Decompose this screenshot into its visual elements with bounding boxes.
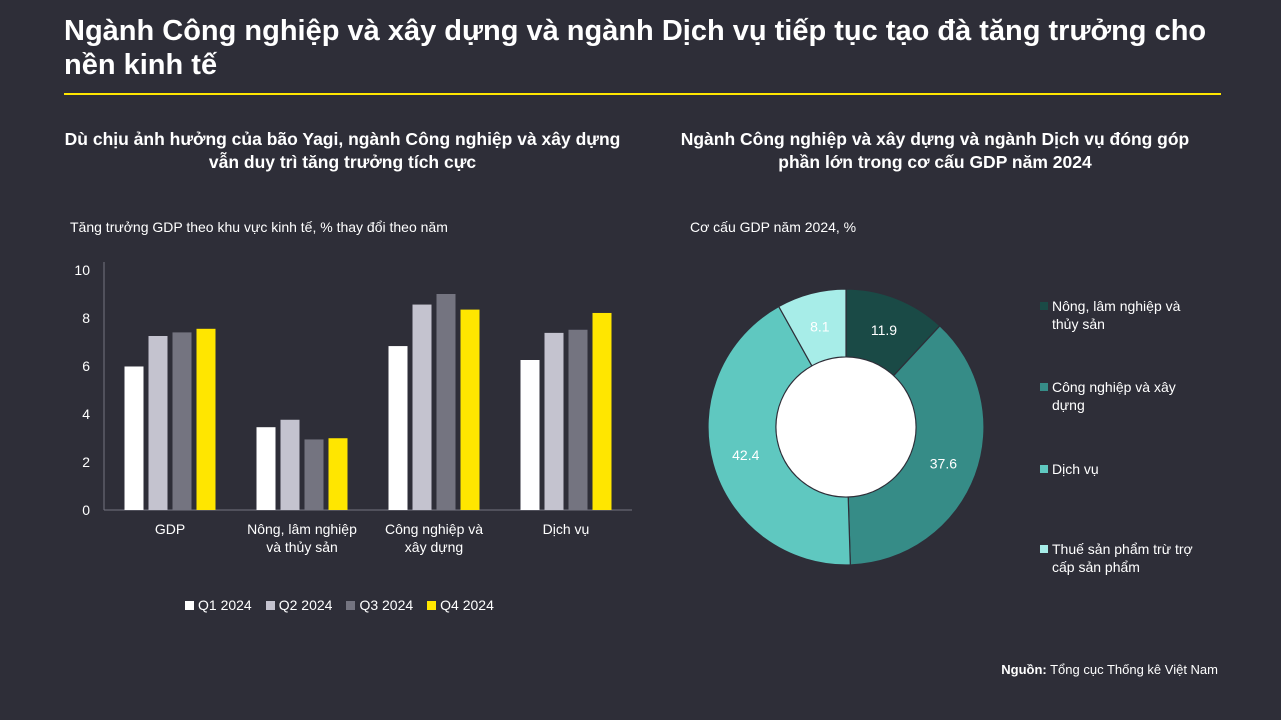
legend-item: Nông, lâm nghiệp và thủy sản <box>1040 297 1240 333</box>
donut-slice <box>777 288 847 367</box>
y-tick-label: 0 <box>82 502 90 518</box>
bar <box>592 312 612 510</box>
x-tick-label: Công nghiệp và <box>385 521 483 537</box>
slice-value-label: 37.6 <box>930 455 957 471</box>
donut-chart-subtitle: Cơ cấu GDP năm 2024, % <box>690 219 857 235</box>
bar <box>328 438 348 510</box>
bar <box>568 329 588 510</box>
bar <box>256 427 276 510</box>
y-tick-label: 2 <box>82 454 90 470</box>
slice-value-label: 11.9 <box>871 322 897 338</box>
legend-item: Thuế sản phẩm trừ trợ cấp sản phẩm <box>1040 540 1240 576</box>
legend-swatch <box>1040 465 1048 473</box>
x-tick-label: và thủy sản <box>266 539 338 555</box>
legend-swatch <box>185 600 194 610</box>
bar <box>280 419 300 510</box>
title-divider <box>64 93 1221 95</box>
legend-label: Q4 2024 <box>440 597 494 613</box>
legend-swatch <box>1040 302 1048 310</box>
donut-hole <box>776 357 916 497</box>
y-tick-label: 4 <box>82 406 90 422</box>
bar <box>436 294 456 510</box>
slice-value-label: 42.4 <box>732 447 759 463</box>
donut-slice <box>847 324 985 566</box>
bar-chart-legend: Q1 2024 Q2 2024 Q3 2024 Q4 2024 <box>185 597 494 613</box>
legend-label: dựng <box>1052 397 1085 413</box>
source-text: Tổng cục Thống kê Việt Nam <box>1046 662 1218 677</box>
bar <box>148 336 168 510</box>
bar <box>304 439 324 510</box>
bar <box>124 366 144 510</box>
legend-label: Công nghiệp và xây <box>1052 379 1176 395</box>
legend-label: Dịch vụ <box>1052 461 1099 477</box>
x-tick-label: GDP <box>155 521 185 537</box>
y-tick-label: 8 <box>82 310 90 326</box>
donut-chart-title: Ngành Công nghiệp và xây dựng và ngành D… <box>680 129 1190 172</box>
bar <box>172 332 192 510</box>
bar-chart-subtitle: Tăng trưởng GDP theo khu vực kinh tế, % … <box>70 219 448 235</box>
legend-item: Q3 2024 <box>346 597 413 613</box>
bar <box>412 304 432 510</box>
source-label: Nguồn: <box>1001 662 1047 677</box>
donut-slice <box>707 305 851 566</box>
bar <box>520 360 540 510</box>
legend-item: Q2 2024 <box>265 597 333 613</box>
legend-item: Q4 2024 <box>427 597 494 613</box>
legend-label: Q2 2024 <box>278 597 333 613</box>
bar <box>196 328 216 510</box>
page-title: Ngành Công nghiệp và xây dựng và ngành D… <box>64 15 1207 81</box>
bar <box>388 346 408 510</box>
legend-label: Thuế sản phẩm trừ trợ <box>1052 541 1193 557</box>
legend-swatch <box>346 600 356 610</box>
legend-swatch <box>427 600 437 610</box>
legend-label: thủy sản <box>1052 316 1105 332</box>
x-tick-label: Nông, lâm nghiệp <box>247 521 357 537</box>
bar-chart-title: Dù chịu ảnh hưởng của bão Yagi, ngành Cô… <box>64 129 621 172</box>
legend-item: Dịch vụ <box>1040 460 1240 478</box>
legend-swatch <box>1040 383 1048 391</box>
source-note: Nguồn: Tổng cục Thống kê Việt Nam <box>1001 662 1218 677</box>
bar <box>544 332 564 510</box>
y-tick-label: 10 <box>74 262 90 278</box>
legend-swatch <box>1040 545 1048 553</box>
slice-value-label: 8.1 <box>810 318 830 334</box>
legend-item: Q1 2024 <box>185 597 252 613</box>
legend-swatch <box>265 600 275 610</box>
legend-item: Công nghiệp và xây dựng <box>1040 378 1240 414</box>
x-tick-label: Dịch vụ <box>543 521 590 537</box>
legend-label: Nông, lâm nghiệp và <box>1052 298 1181 314</box>
legend-label: Q3 2024 <box>359 597 414 613</box>
bar <box>460 309 480 510</box>
legend-label: cấp sản phẩm <box>1052 559 1140 575</box>
legend-label: Q1 2024 <box>198 597 252 613</box>
x-tick-label: xây dựng <box>405 539 463 555</box>
y-tick-label: 6 <box>82 358 90 374</box>
